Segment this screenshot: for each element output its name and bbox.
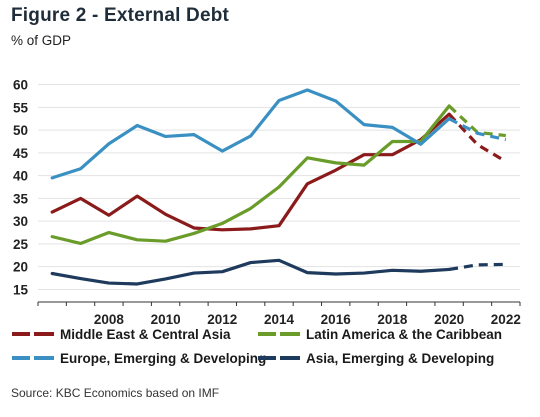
series-line-3 [50,88,451,180]
x-tick-label: 2010 [151,312,181,327]
series-line-2 [50,104,451,246]
y-tick-label: 15 [13,282,29,297]
chart-title: Figure 2 - External Debt [11,5,230,26]
y-tick-label: 25 [13,237,29,252]
y-tick-label: 40 [13,169,28,184]
chart-subtitle: % of GDP [11,33,72,48]
x-tick-label: 2014 [264,312,295,327]
y-tick-label: 45 [13,146,29,161]
legend-label: Europe, Emerging & Developing [60,351,266,366]
x-tick-label: 2008 [94,312,125,327]
x-tick-label: 2022 [491,312,521,327]
source-note: Source: KBC Economics based on IMF [11,386,220,400]
legend-label: Middle East & Central Asia [60,327,231,342]
y-tick-label: 60 [13,78,28,93]
series-projection-3 [448,117,507,142]
y-tick-label: 30 [13,214,28,229]
y-tick-label: 35 [13,191,29,206]
series-line-1 [50,112,451,232]
y-tick-label: 55 [13,100,29,115]
legend-label: Latin America & the Caribbean [306,327,502,342]
x-tick-label: 2016 [321,312,352,327]
series-projection-4 [448,262,506,271]
series-projection-2 [448,104,507,138]
series-line-4 [50,258,451,286]
y-tick-label: 20 [13,260,28,275]
x-tick-label: 2018 [377,312,408,327]
y-tick-label: 50 [13,123,28,138]
x-tick-label: 2020 [434,312,464,327]
series-projection-1 [447,113,507,163]
x-tick-label: 2012 [207,312,237,327]
legend-label: Asia, Emerging & Developing [306,351,494,366]
